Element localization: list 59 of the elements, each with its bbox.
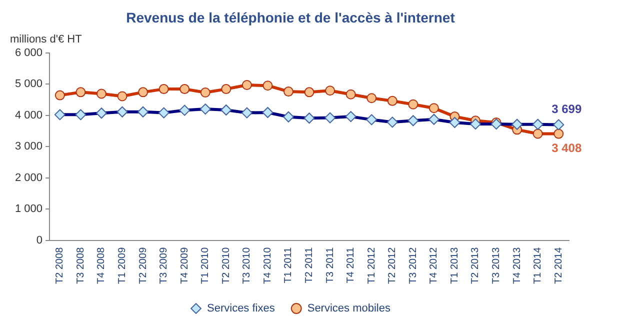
legend-label: Services fixes bbox=[207, 302, 276, 315]
x-tick-label: T1 2009 bbox=[117, 246, 128, 284]
y-axis-title: millions d'€ HT bbox=[10, 33, 82, 46]
x-tick-label: T1 2010 bbox=[200, 246, 212, 284]
x-tick-label: T3 2010 bbox=[242, 246, 253, 284]
point bbox=[532, 128, 543, 139]
point bbox=[387, 96, 398, 106]
point bbox=[242, 80, 252, 90]
point bbox=[221, 84, 232, 94]
point bbox=[325, 86, 336, 96]
x-tick-label: T1 2014 bbox=[532, 246, 544, 284]
point bbox=[180, 84, 190, 94]
point bbox=[304, 87, 314, 98]
x-tick-label: T4 2011 bbox=[346, 246, 357, 284]
point bbox=[96, 88, 106, 99]
x-tick-label: T2 2010 bbox=[220, 246, 232, 284]
x-tick-label: T4 2013 bbox=[512, 246, 523, 284]
x-tick-label: T4 2009 bbox=[179, 246, 190, 284]
x-tick-label: T3 2013 bbox=[491, 246, 502, 284]
y-tick-label: 1 000 bbox=[14, 203, 43, 216]
x-tick-label: T4 2010 bbox=[262, 246, 274, 284]
y-tick-label: 0 bbox=[36, 234, 43, 246]
x-tick-label: T3 2008 bbox=[75, 246, 86, 284]
x-tick-label: T3 2011 bbox=[324, 246, 336, 284]
point bbox=[428, 103, 439, 114]
point bbox=[346, 89, 356, 100]
point bbox=[158, 84, 169, 94]
point bbox=[54, 90, 65, 100]
x-tick-label: T3 2012 bbox=[408, 246, 419, 284]
point bbox=[283, 86, 294, 97]
legend-label: Services mobiles bbox=[307, 302, 391, 315]
point bbox=[554, 128, 564, 139]
x-tick-label: T1 2012 bbox=[366, 246, 378, 284]
x-tick-label: T2 2009 bbox=[138, 246, 149, 284]
point bbox=[366, 93, 377, 104]
point bbox=[76, 87, 86, 98]
data-label: 3 408 bbox=[552, 141, 582, 156]
x-tick-label: T2 2014 bbox=[553, 246, 564, 284]
x-tick-label: T2 2011 bbox=[304, 246, 316, 284]
y-tick-label: 6 000 bbox=[14, 46, 43, 59]
point bbox=[200, 87, 210, 98]
x-tick-label: T1 2013 bbox=[449, 246, 460, 284]
x-tick-label: T2 2012 bbox=[387, 246, 398, 284]
y-tick-label: 4 000 bbox=[14, 109, 43, 122]
x-tick-label: T4 2012 bbox=[428, 246, 440, 284]
x-tick-label: T3 2009 bbox=[158, 246, 170, 284]
y-tick-label: 2 000 bbox=[14, 172, 43, 184]
point bbox=[138, 87, 148, 98]
chart-title: Revenus de la téléphonie et de l'accès à l'internet bbox=[126, 9, 456, 26]
data-label: 3 699 bbox=[552, 102, 582, 116]
point bbox=[117, 91, 128, 102]
x-tick-label: T2 2013 bbox=[470, 246, 482, 284]
x-tick-label: T2 2008 bbox=[54, 246, 66, 284]
y-tick-label: 5 000 bbox=[14, 78, 43, 90]
point bbox=[408, 99, 418, 110]
x-tick-label: T4 2008 bbox=[96, 246, 108, 284]
y-tick-label: 3 000 bbox=[14, 140, 43, 153]
point bbox=[262, 80, 273, 91]
x-tick-label: T1 2011 bbox=[283, 246, 294, 284]
